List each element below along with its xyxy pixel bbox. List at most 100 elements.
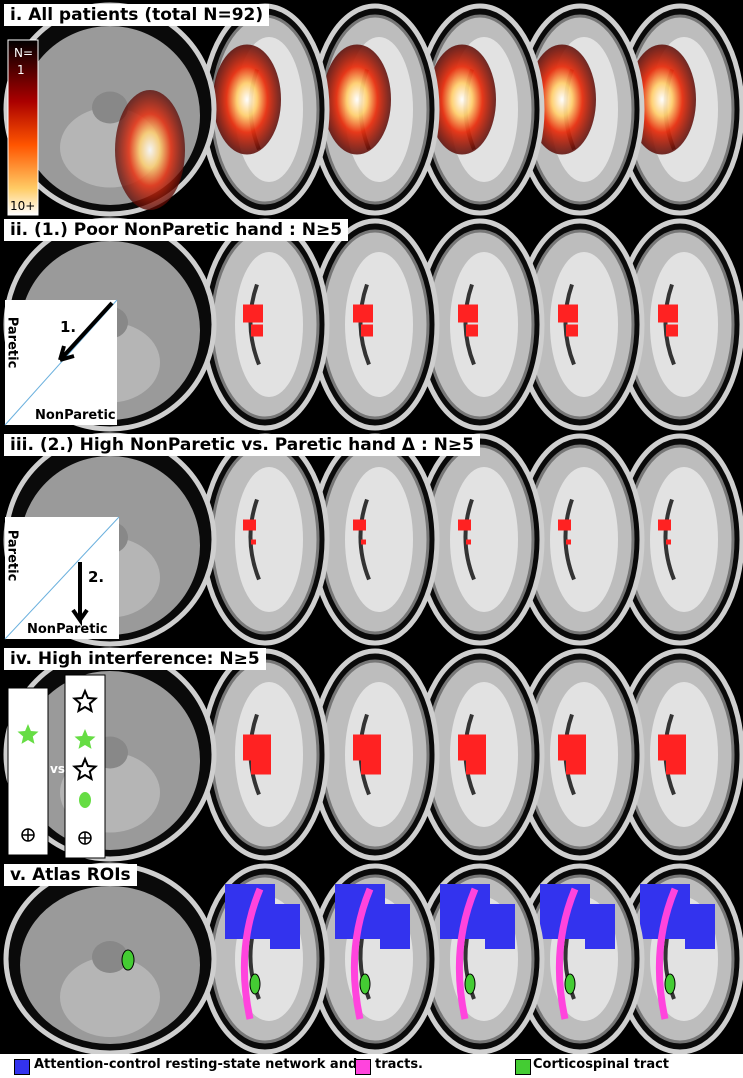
network-roi [685, 904, 715, 949]
lesion [658, 519, 671, 531]
network-roi [585, 904, 615, 949]
cst-roi [464, 973, 476, 995]
tract-roi [655, 887, 679, 1020]
ventricle [563, 498, 576, 581]
panel-title: iv. High interference: N≥5 [4, 648, 266, 670]
ventricle [463, 498, 476, 581]
lesion-overlap [213, 44, 281, 155]
inset-box [64, 674, 106, 859]
legend: Attention-control resting-state network … [0, 1054, 743, 1078]
crosshair-icon [22, 829, 34, 841]
lesion [558, 304, 578, 323]
lesion [666, 754, 686, 775]
network-roi [485, 904, 515, 949]
white-matter [450, 467, 518, 612]
panel-title: i. All patients (total N=92) [4, 4, 270, 26]
legend-swatch [515, 1059, 531, 1075]
cerebellum [60, 957, 160, 1037]
lesion-overlap [428, 44, 496, 155]
star-icon [72, 688, 98, 713]
lesion [458, 304, 478, 323]
inset-box [7, 687, 49, 856]
ventricle [463, 283, 476, 366]
arrow [71, 562, 89, 627]
inset-x-label: NonParetic [35, 408, 116, 423]
lesion-overlap [115, 90, 185, 210]
white-matter [550, 467, 618, 612]
white-matter [345, 467, 413, 612]
star-icon [72, 756, 98, 781]
lesion-overlap [528, 44, 596, 155]
panel-title: iii. (2.) High NonParetic vs. Paretic ha… [4, 434, 480, 456]
white-matter [235, 252, 303, 397]
legend-label: Attention-control resting-state network … [34, 1057, 358, 1072]
cst-roi [564, 973, 576, 995]
lesion [466, 754, 486, 775]
lesion [251, 324, 263, 337]
ventricle [358, 498, 371, 581]
tract-roi [350, 887, 374, 1020]
panel-title: v. Atlas ROIs [4, 864, 137, 886]
ventricle [248, 498, 261, 581]
lesion [251, 754, 271, 775]
lesion [361, 539, 366, 545]
star-icon [17, 724, 39, 744]
lesion [361, 754, 381, 775]
cst-roi [359, 973, 371, 995]
lesion [658, 304, 678, 323]
inset-y-label: Paretic [4, 529, 20, 582]
colorbar-high: 10+ [10, 199, 36, 213]
lesion [566, 754, 586, 775]
white-matter [235, 467, 303, 612]
lesion [458, 519, 471, 531]
network-roi [380, 904, 410, 949]
lesion [361, 324, 373, 337]
legend-swatch [14, 1059, 30, 1075]
lesion [251, 539, 256, 545]
cst-roi [664, 973, 676, 995]
lesion [353, 519, 366, 531]
inset-x-label: NonParetic [27, 622, 108, 637]
panel-title: ii. (1.) Poor NonParetic hand : N≥5 [4, 219, 349, 241]
inset-separator: vs. [50, 762, 70, 776]
crosshair-icon [79, 832, 91, 844]
arrow-label: 2. [88, 568, 105, 586]
identity-line [4, 516, 120, 640]
white-matter [550, 252, 618, 397]
cst-roi [121, 949, 135, 971]
tract-roi [240, 887, 264, 1020]
legend-swatch [355, 1059, 371, 1075]
ventricle [663, 498, 676, 581]
lesion [466, 539, 471, 545]
colorbar-title: N= [14, 46, 34, 60]
lesion-overlap [628, 44, 696, 155]
white-matter [650, 467, 718, 612]
white-matter [650, 252, 718, 397]
ventricle [358, 283, 371, 366]
brain-slices [3, 2, 743, 1054]
colorbar [7, 39, 39, 216]
brainstem [92, 91, 128, 124]
cst-roi [249, 973, 261, 995]
network-roi [270, 904, 300, 949]
dot-icon [79, 792, 91, 808]
colorbar-low: 1 [17, 63, 25, 77]
lesion [666, 324, 678, 337]
brainstem [92, 941, 128, 973]
lesion [566, 539, 571, 545]
ventricle [563, 283, 576, 366]
ventricle [248, 283, 261, 366]
inset-y-label: Paretic [4, 316, 20, 369]
tract-roi [555, 887, 579, 1020]
arrow-label: 1. [60, 318, 77, 336]
lesion [243, 304, 263, 323]
legend-label: tracts. [375, 1057, 423, 1072]
lesion [566, 324, 578, 337]
lesion [243, 519, 256, 531]
ventricle [663, 283, 676, 366]
lesion [666, 539, 671, 545]
lesion-overlap [323, 44, 391, 155]
arrow [58, 301, 114, 362]
tract-roi [455, 887, 479, 1020]
